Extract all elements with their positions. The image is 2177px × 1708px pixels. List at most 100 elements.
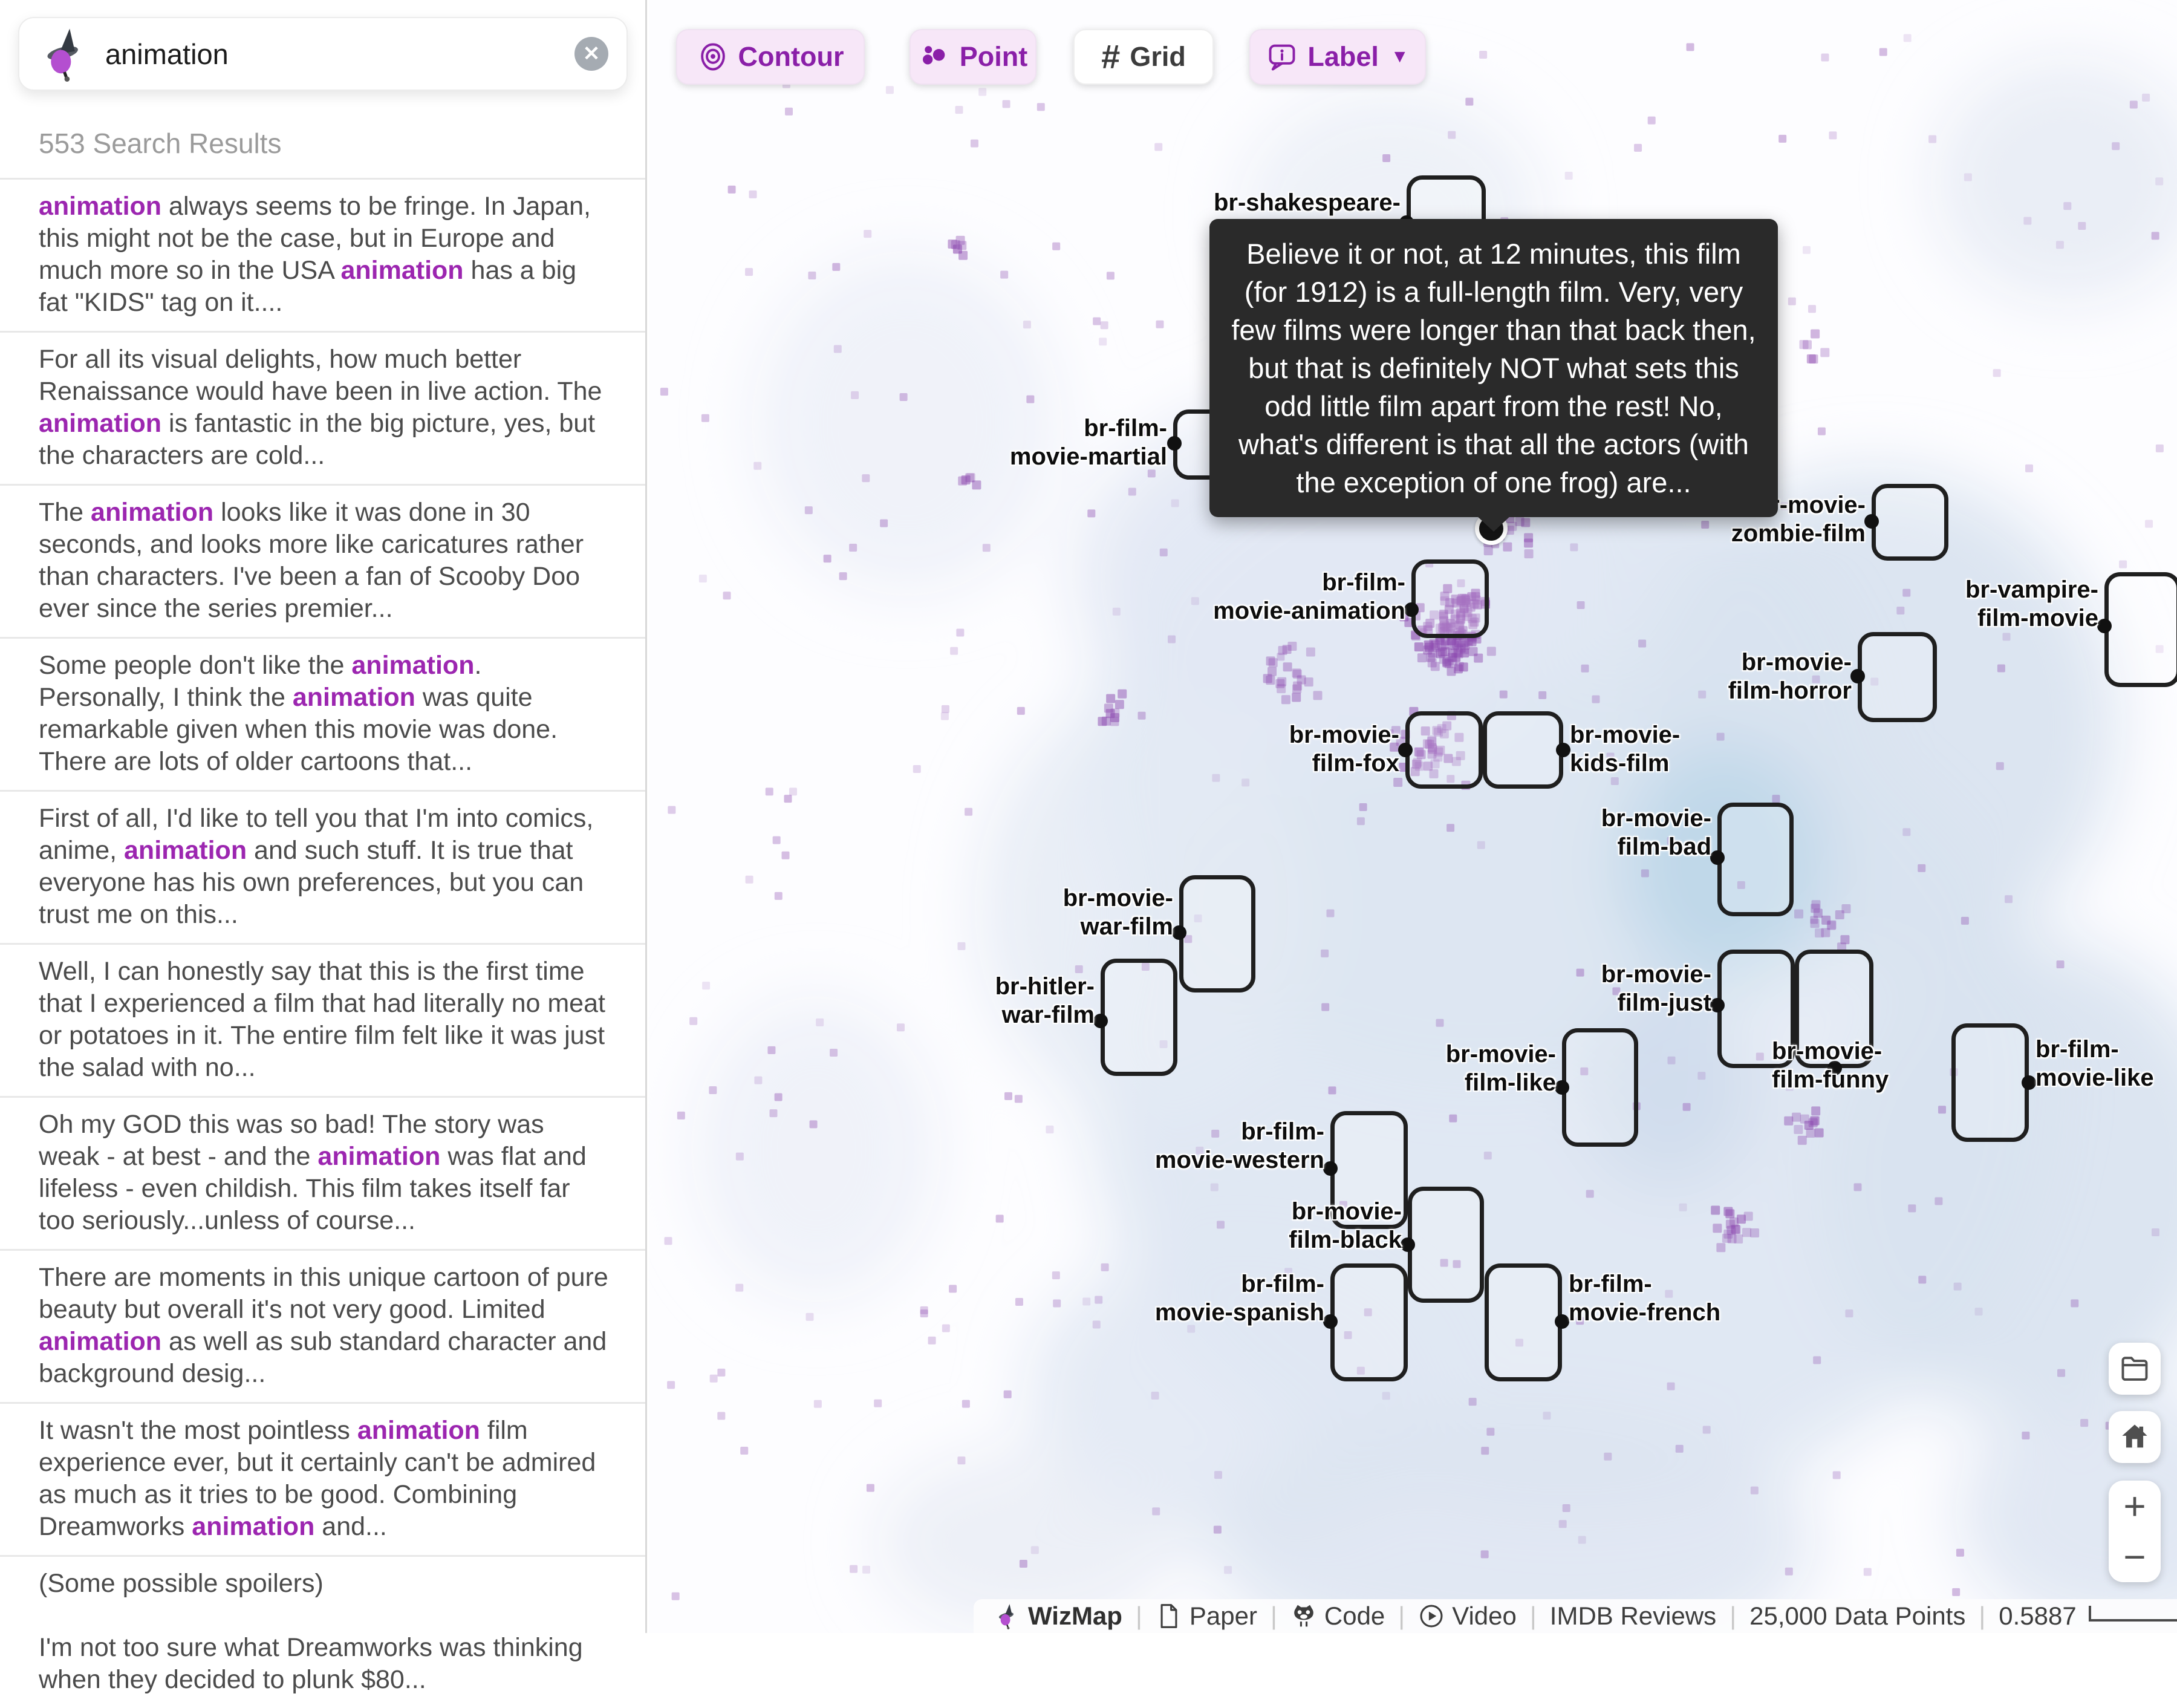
footer-item-imdb-reviews[interactable]: IMDB Reviews <box>1550 1602 1716 1631</box>
search-results-list: animation always seems to be fringe. In … <box>0 178 645 1708</box>
label-connector-dot <box>1093 1014 1108 1028</box>
map-scale-bar <box>2088 1606 2177 1622</box>
highlighted-term: animation <box>357 1416 480 1445</box>
grid-cell-box[interactable] <box>1411 559 1489 638</box>
grid-cell-box[interactable] <box>1858 632 1937 722</box>
label-connector-dot <box>1323 1314 1338 1329</box>
grid-icon: # <box>1101 37 1121 76</box>
home-button[interactable] <box>2109 1411 2161 1463</box>
toolbar-button-label[interactable]: Label ▼ <box>1249 29 1426 85</box>
map-label-br-film-movie-martial: br-film-movie-martial <box>1009 415 1167 470</box>
grid-cell-box[interactable] <box>1330 1263 1408 1381</box>
map-label-br-movie-film-fox: br-movie-film-fox <box>1289 722 1399 777</box>
tooltip-pointer <box>1476 515 1512 532</box>
status-footer: WizMap | Paper | Code | Video | IMDB Reviews | 25,… <box>974 1599 2177 1633</box>
search-result-item[interactable]: For all its visual delights, how much be… <box>0 331 645 484</box>
grid-cell-box[interactable] <box>1483 711 1563 789</box>
search-bar[interactable]: ✕ <box>18 17 628 91</box>
toolbar-button-label: Label <box>1307 41 1379 72</box>
wizmap-logo-icon <box>37 26 93 82</box>
label-connector-dot <box>1167 436 1182 451</box>
footer-item-label: Code <box>1324 1602 1385 1630</box>
grid-cell-box[interactable] <box>1101 959 1177 1076</box>
search-result-item[interactable]: There are moments in this unique cartoon… <box>0 1249 645 1402</box>
results-count-label: 553 Search Results <box>39 128 282 159</box>
highlighted-term: animation <box>39 192 162 221</box>
footer-item-0-5887[interactable]: 0.5887 <box>1999 1602 2076 1631</box>
search-result-item[interactable]: Well, I can honestly say that this is th… <box>0 943 645 1096</box>
search-result-item[interactable]: First of all, I'd like to tell you that … <box>0 790 645 943</box>
footer-item-paper[interactable]: Paper <box>1156 1602 1257 1631</box>
footer-item-wizmap[interactable]: WizMap <box>994 1602 1122 1631</box>
label-connector-dot <box>1398 743 1413 757</box>
footer-item-label: WizMap <box>1028 1602 1122 1630</box>
map-label-br-movie-kids-film: br-movie-kids-film <box>1570 722 1681 777</box>
toolbar-button-point[interactable]: Point <box>910 29 1036 85</box>
zoom-out-button[interactable]: − <box>2109 1531 2161 1582</box>
map-label-br-vampire-film-movie: br-vampire-film-movie <box>1965 576 2098 631</box>
map-label-br-movie-film-funny: br-movie-film-funny <box>1772 1038 1889 1093</box>
label-connector-dot <box>1323 1161 1338 1176</box>
label-connector-dot <box>1556 743 1570 757</box>
footer-item-label: Video <box>1452 1602 1517 1630</box>
toolbar-button-label: Contour <box>738 41 844 72</box>
zoom-in-button[interactable]: + <box>2109 1481 2161 1531</box>
search-result-item[interactable]: Some people don't like the animation. Pe… <box>0 637 645 790</box>
grid-cell-box[interactable] <box>1795 950 1873 1068</box>
clear-search-button[interactable]: ✕ <box>574 37 608 71</box>
review-tooltip: Believe it or not, at 12 minutes, this f… <box>1209 219 1778 532</box>
search-input[interactable] <box>104 36 574 71</box>
highlighted-term: animation <box>91 498 214 527</box>
search-result-item[interactable]: animation always seems to be fringe. In … <box>0 178 645 331</box>
search-result-item[interactable]: The animation looks like it was done in … <box>0 484 645 637</box>
map-label-br-hitler-war-film: br-hitler-war-film <box>995 973 1095 1028</box>
footer-item-code[interactable]: Code <box>1290 1602 1385 1631</box>
layers-button[interactable] <box>2109 1343 2161 1395</box>
separator: | <box>1979 1602 1986 1630</box>
label-connector-dot <box>1555 1314 1569 1329</box>
label-connector-dot <box>1710 850 1725 865</box>
footer-item-label: 0.5887 <box>1999 1602 2077 1630</box>
label-connector-dot <box>1864 514 1879 529</box>
embedding-map[interactable]: br-shakespeare-hamlet-branaghbr-film-mov… <box>649 0 2177 1633</box>
separator: | <box>1135 1602 1142 1630</box>
grid-cell-box[interactable] <box>1717 803 1794 916</box>
separator: | <box>1529 1602 1537 1630</box>
highlighted-term: animation <box>340 256 464 285</box>
map-label-br-film-movie-like: br-film-movie-like <box>2035 1036 2154 1091</box>
grid-cell-box[interactable] <box>1485 1263 1562 1381</box>
footer-item-video[interactable]: Video <box>1418 1602 1517 1631</box>
folder-icon <box>2119 1352 2150 1386</box>
map-label-br-film-movie-spanish: br-film-movie-spanish <box>1154 1271 1324 1326</box>
highlighted-term: animation <box>292 683 415 712</box>
label-connector-dot <box>1710 998 1725 1012</box>
label-connector-dot <box>1555 1080 1569 1095</box>
search-result-item[interactable]: Oh my GOD this was so bad! The story was… <box>0 1096 645 1249</box>
grid-cell-box[interactable] <box>1872 484 1948 561</box>
grid-cell-box[interactable] <box>1179 875 1255 993</box>
footer-item-25-000-data-points[interactable]: 25,000 Data Points <box>1749 1602 1965 1631</box>
label-connector-dot <box>2022 1075 2036 1090</box>
grid-cell-box[interactable] <box>1562 1028 1638 1147</box>
toolbar-button-grid[interactable]: # Grid <box>1073 29 1214 85</box>
map-label-br-film-movie-french: br-film-movie-french <box>1569 1271 1721 1326</box>
label-connector-dot <box>1850 669 1865 683</box>
label-connector-dot <box>1404 602 1419 617</box>
grid-cell-box[interactable] <box>1405 711 1483 789</box>
map-label-br-movie-film-just: br-movie-film-just <box>1601 961 1711 1016</box>
grid-cell-box[interactable] <box>2104 572 2177 687</box>
grid-cell-box[interactable] <box>1951 1023 2029 1142</box>
highlighted-term: animation <box>351 651 475 680</box>
highlighted-term: animation <box>39 409 162 438</box>
toolbar-button-contour[interactable]: Contour <box>676 29 865 85</box>
separator: | <box>1730 1602 1737 1630</box>
zoom-control-group: + − <box>2109 1481 2161 1582</box>
grid-cell-box[interactable] <box>1408 1187 1484 1303</box>
map-label-br-movie-film-black: br-movie-film-black <box>1289 1198 1402 1253</box>
search-result-item[interactable]: It wasn't the most pointless animation f… <box>0 1402 645 1555</box>
highlighted-term: animation <box>317 1142 441 1171</box>
search-result-item[interactable]: (Some possible spoilers) I'm not too sur… <box>0 1555 645 1708</box>
map-label-br-film-movie-animation: br-film-movie-animation <box>1213 569 1405 624</box>
scatter-points-layer <box>660 34 2164 1600</box>
label-connector-dot <box>1401 1237 1415 1252</box>
